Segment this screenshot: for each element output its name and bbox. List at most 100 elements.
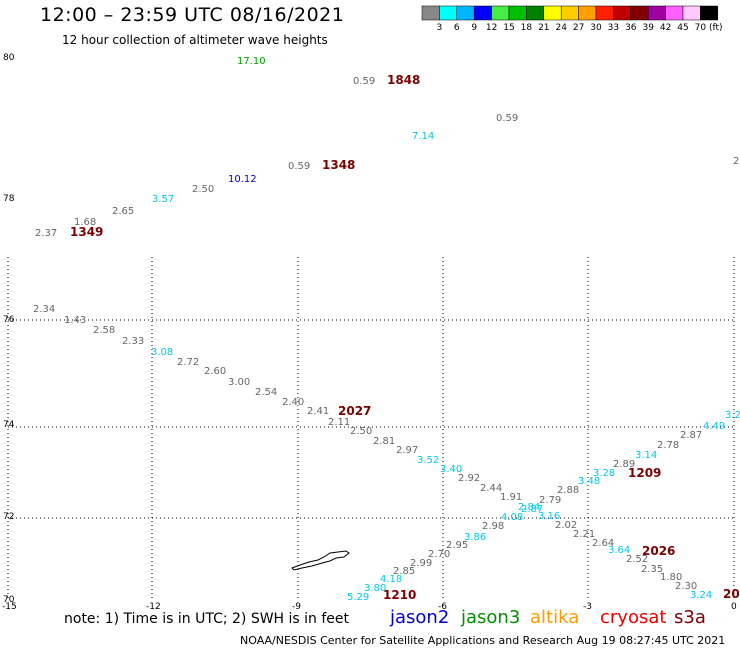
lon-label-neg12: -12 bbox=[146, 602, 161, 612]
latitude-labels: 80 78 76 74 72 70 bbox=[3, 53, 15, 605]
wave-height-label: 3.00 bbox=[228, 377, 250, 388]
wave-height-label: 2.98 bbox=[482, 521, 504, 532]
wave-height-label: 2.50 bbox=[350, 426, 372, 437]
colorbar-swatches bbox=[421, 5, 719, 21]
wave-height-label: 2.33 bbox=[122, 336, 144, 347]
lat-label-76: 76 bbox=[3, 315, 15, 325]
colorbar-swatch bbox=[456, 5, 475, 21]
colorbar-label: 3 bbox=[437, 23, 443, 33]
wave-height-label: 0.59 bbox=[496, 113, 518, 124]
wave-height-label: 1.43 bbox=[64, 315, 86, 326]
lon-label-neg9: -9 bbox=[292, 602, 301, 612]
wave-height-label: 2.58 bbox=[93, 325, 115, 336]
lat-label-80: 80 bbox=[3, 53, 15, 63]
colorbar-swatch bbox=[700, 5, 719, 21]
wave-height-label: 2.99 bbox=[410, 558, 432, 569]
colorbar-swatch bbox=[647, 5, 666, 21]
wave-height-label: 2.81 bbox=[373, 436, 395, 447]
wave-height-labels: 17.10 0.59 7.14 0.59 0.59 10.12 2.50 3.57 2.65 1.… bbox=[33, 56, 740, 603]
colorbar-swatch bbox=[682, 5, 701, 21]
lon-label-neg3: -3 bbox=[583, 602, 592, 612]
colorbar-label: 36 bbox=[625, 23, 637, 33]
map-note: note: 1) Time is in UTC; 2) SWH is in fe… bbox=[64, 611, 350, 627]
colorbar-swatch bbox=[665, 5, 684, 21]
wave-height-label: 2.11 bbox=[328, 417, 350, 428]
pass-time-label: 1210 bbox=[383, 588, 416, 602]
wave-height-label: 3.2 bbox=[725, 410, 740, 421]
colorbar-labels: 3 6 9 12 15 18 21 24 27 30 33 36 39 42 45 70 bbox=[437, 23, 707, 33]
jan-mayen-island-outline bbox=[291, 550, 350, 571]
wave-height-label: 0.59 bbox=[288, 161, 310, 172]
colorbar-label: 42 bbox=[660, 23, 671, 33]
wave-height-label: 4.18 bbox=[380, 574, 402, 585]
wave-height-label: 2.70 bbox=[428, 549, 450, 560]
wave-height-label: 17.10 bbox=[237, 56, 266, 67]
colorbar-swatch bbox=[473, 5, 492, 21]
wave-height-label: 2.40 bbox=[282, 397, 304, 408]
wave-height-label: 1.68 bbox=[74, 217, 96, 228]
colorbar-label: 45 bbox=[677, 23, 688, 33]
wave-height-label: 10.12 bbox=[228, 174, 257, 185]
map-subtitle: 12 hour collection of altimeter wave hei… bbox=[62, 33, 328, 47]
lat-label-70: 70 bbox=[3, 595, 15, 605]
wave-height-label: 2.35 bbox=[641, 564, 663, 575]
colorbar-unit: (ft) bbox=[709, 23, 723, 33]
wave-height-label: 2.41 bbox=[307, 406, 329, 417]
colorbar-label: 33 bbox=[608, 23, 619, 33]
wave-height-label: 2.85 bbox=[393, 566, 415, 577]
wave-height-label: 4.08 bbox=[501, 512, 523, 523]
colorbar-swatch bbox=[439, 5, 458, 21]
legend-jason2: jason2 bbox=[390, 607, 450, 628]
pass-time-labels: 1848 1348 1349 2027 1209 2026 1210 20 bbox=[70, 73, 740, 602]
colorbar-label: 18 bbox=[521, 23, 533, 33]
wave-height-label: 3.80 bbox=[364, 583, 386, 594]
pass-time-label: 1348 bbox=[322, 158, 355, 172]
colorbar-swatch bbox=[595, 5, 614, 21]
wave-height-label: 3.40 bbox=[440, 464, 462, 475]
colorbar-swatch bbox=[491, 5, 510, 21]
lon-label-0: 0 bbox=[731, 602, 737, 612]
colorbar-label: 39 bbox=[642, 23, 654, 33]
wave-height-label: 3.48 bbox=[578, 476, 600, 487]
colorbar-label: 24 bbox=[555, 23, 567, 33]
colorbar-label: 27 bbox=[573, 23, 584, 33]
wave-height-label: 2.95 bbox=[446, 540, 468, 551]
wave-height-label: 1.80 bbox=[660, 572, 682, 583]
wave-height-label: 3.08 bbox=[151, 347, 173, 358]
longitude-labels: -15 -12 -9 -6 -3 0 bbox=[2, 602, 737, 612]
pass-time-label: 1209 bbox=[628, 466, 661, 480]
colorbar-label: 9 bbox=[471, 23, 477, 33]
wave-height-label: 2.84 bbox=[518, 502, 540, 513]
wave-height-label: 2.87 bbox=[521, 504, 543, 515]
pass-time-label: 1848 bbox=[387, 73, 420, 87]
lat-label-78: 78 bbox=[3, 194, 15, 204]
colorbar-swatch bbox=[526, 5, 545, 21]
legend-cryosat: cryosat bbox=[600, 607, 667, 628]
wave-height-label: 2.88 bbox=[557, 485, 579, 496]
wave-height-label: 2.72 bbox=[177, 357, 199, 368]
wave-height-label: 2.64 bbox=[592, 538, 614, 549]
wave-height-label: 5.29 bbox=[347, 592, 369, 603]
wave-height-label: 4.49 bbox=[703, 421, 725, 432]
colorbar-label: 12 bbox=[486, 23, 497, 33]
wave-height-label: 2.02 bbox=[555, 520, 577, 531]
colorbar-swatch bbox=[613, 5, 632, 21]
wave-height-label: 2.65 bbox=[112, 206, 134, 217]
pass-time-label: 1349 bbox=[70, 225, 103, 239]
wave-height-label: 3.57 bbox=[152, 194, 174, 205]
lon-label-neg6: -6 bbox=[438, 602, 447, 612]
pass-time-label: 2027 bbox=[338, 404, 371, 418]
wave-height-label: 2.21 bbox=[573, 529, 595, 540]
wave-height-label: 2.78 bbox=[657, 440, 679, 451]
colorbar-label: 70 bbox=[695, 23, 707, 33]
wave-height-label: 2.89 bbox=[613, 459, 635, 470]
wave-height-label: 3.28 bbox=[593, 468, 615, 479]
wave-height-label: 2.60 bbox=[204, 366, 226, 377]
wave-height-label: 3.52 bbox=[417, 455, 439, 466]
colorbar-label: 15 bbox=[503, 23, 514, 33]
colorbar-swatch bbox=[543, 5, 562, 21]
colorbar-swatch bbox=[630, 5, 649, 21]
colorbar-label: 6 bbox=[454, 23, 460, 33]
lon-label-neg15: -15 bbox=[2, 602, 17, 612]
colorbar-swatch bbox=[508, 5, 527, 21]
